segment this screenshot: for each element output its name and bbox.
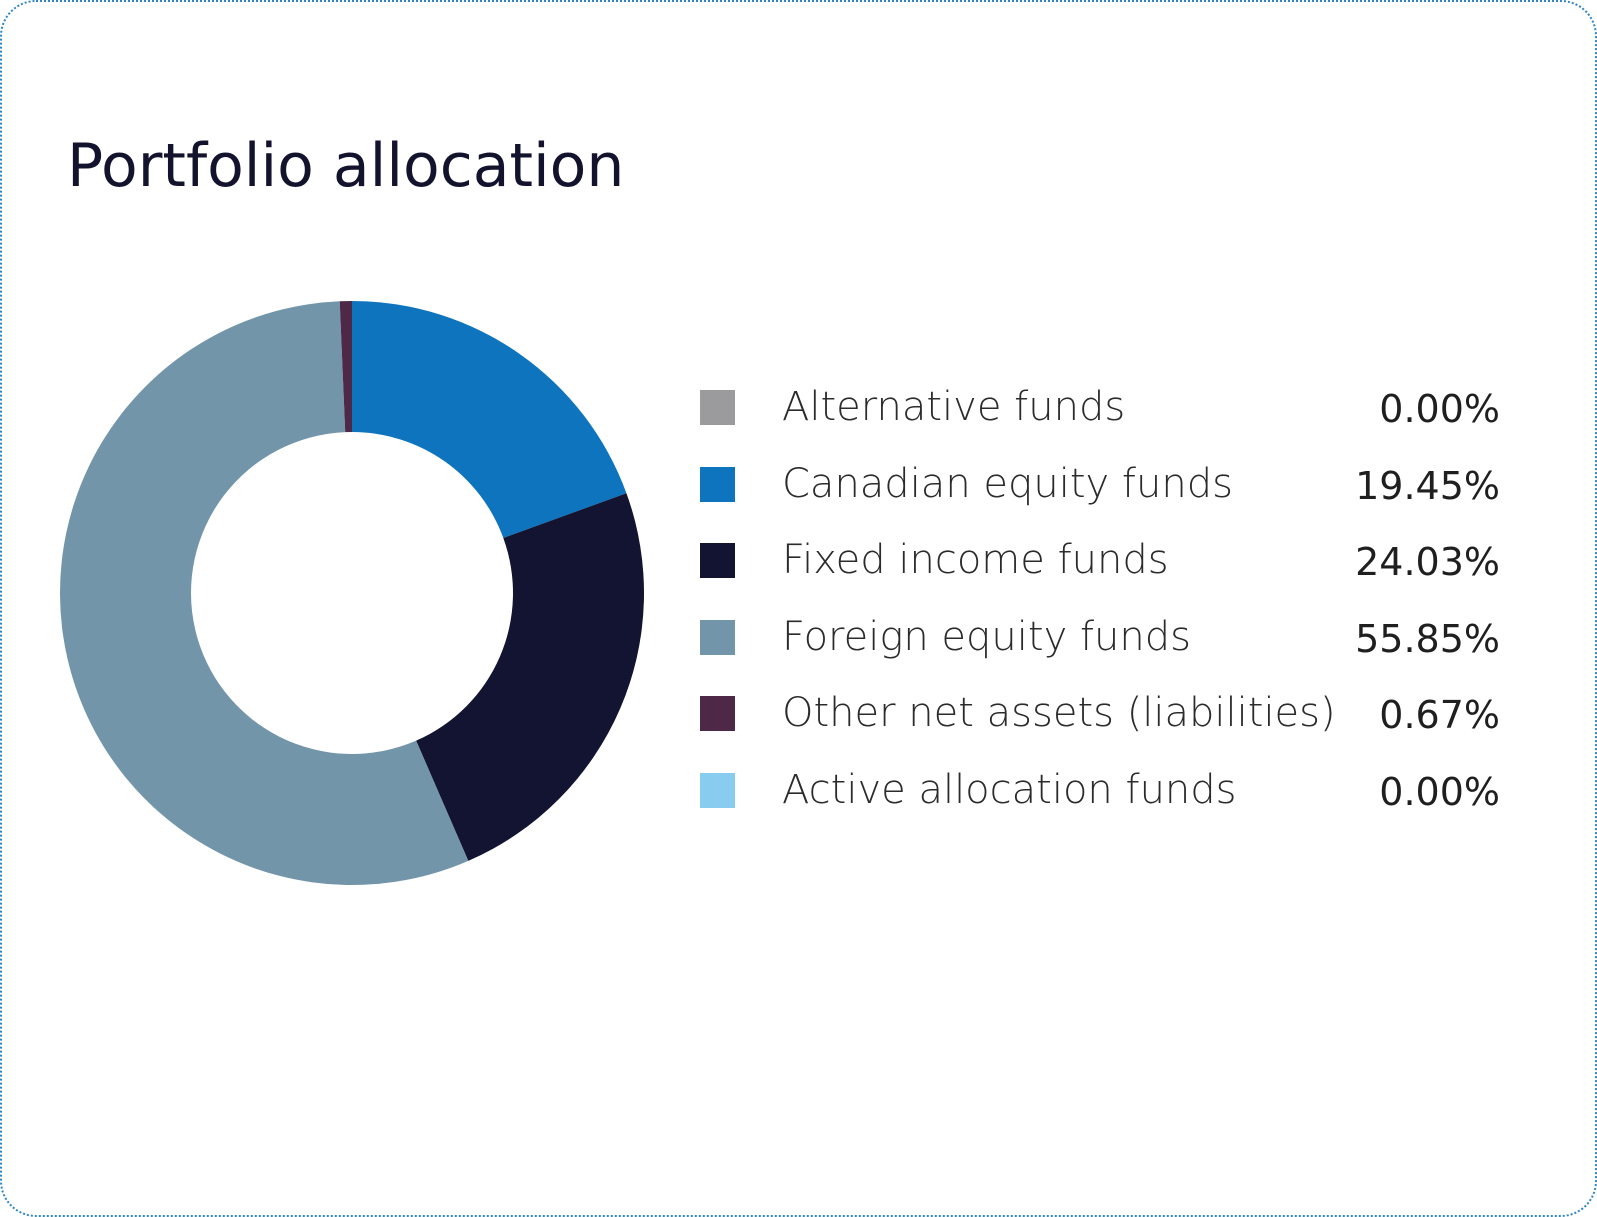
slice-canadian-equity-funds <box>352 301 627 538</box>
legend-item-active-allocation-funds: Active allocation funds 0.00% <box>700 755 1500 832</box>
legend-label: Fixed income funds <box>782 537 1169 583</box>
chart-title: Portfolio allocation <box>67 131 625 201</box>
legend-value: 0.00% <box>1379 387 1500 431</box>
legend-value: 24.03% <box>1355 540 1500 584</box>
legend-value: 19.45% <box>1355 463 1500 508</box>
legend-label: Foreign equity funds <box>782 613 1191 660</box>
donut-chart <box>59 301 644 886</box>
slice-fixed-income-funds <box>416 493 644 861</box>
legend-swatch <box>700 696 735 731</box>
chart-legend: Alternative funds 0.00% Canadian equity fu… <box>700 372 1500 831</box>
legend-item-alternative-funds: Alternative funds 0.00% <box>700 372 1500 449</box>
legend-item-fixed-income-funds: Fixed income funds 24.03% <box>700 525 1500 602</box>
legend-value: 55.85% <box>1355 616 1500 661</box>
legend-label: Alternative funds <box>782 384 1126 430</box>
legend-label: Active allocation funds <box>782 766 1237 813</box>
legend-swatch <box>700 772 735 808</box>
legend-label: Other net assets (liabilities) <box>782 690 1336 736</box>
legend-swatch <box>700 390 735 425</box>
slice-foreign-equity-funds <box>59 301 469 886</box>
legend-value: 0.67% <box>1379 693 1500 737</box>
legend-item-foreign-equity-funds: Foreign equity funds 55.85% <box>700 602 1500 679</box>
legend-value: 0.00% <box>1379 769 1500 814</box>
legend-item-other-net-assets-liabilities: Other net assets (liabilities) 0.67% <box>700 678 1500 755</box>
legend-swatch <box>700 619 735 655</box>
legend-swatch <box>700 543 735 578</box>
legend-item-canadian-equity-funds: Canadian equity funds 19.45% <box>700 449 1500 526</box>
legend-label: Canadian equity funds <box>782 460 1233 507</box>
slice-other-net-assets-liabilities <box>339 301 352 433</box>
legend-swatch <box>700 466 735 502</box>
